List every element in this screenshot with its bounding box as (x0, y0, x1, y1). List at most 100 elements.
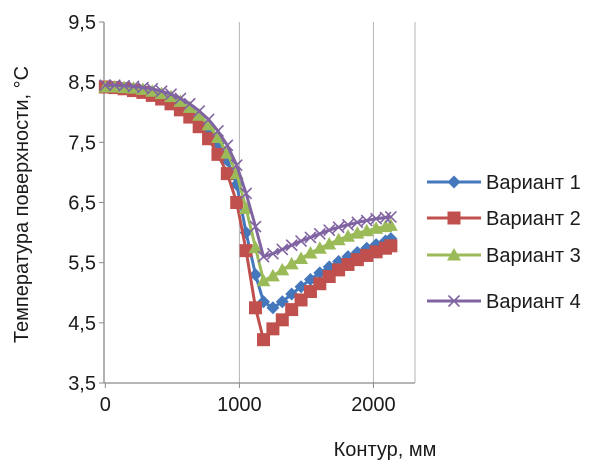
data-point (240, 187, 253, 200)
data-point (230, 196, 244, 209)
data-point (174, 92, 187, 105)
gridlines (238, 22, 416, 383)
data-point (256, 273, 271, 287)
data-point (248, 240, 263, 254)
data-point (379, 211, 392, 224)
x-marker-stroke (313, 227, 326, 240)
legend: Вариант 1 Вариант 2 Вариант 3 Вариант 4 (427, 172, 581, 313)
x-marker-stroke (285, 239, 298, 252)
x-marker-stroke (108, 79, 121, 92)
data-point (154, 86, 169, 100)
data-point (312, 241, 327, 254)
x-axis-title: Контур, мм (334, 439, 437, 461)
legend-item: Вариант 4 (427, 291, 581, 313)
x-marker-stroke (118, 79, 131, 92)
data-point (313, 227, 326, 240)
x-marker-stroke (164, 88, 178, 101)
data-point (294, 251, 309, 264)
x-marker-stroke (351, 216, 364, 229)
data-point (265, 268, 280, 282)
x-marker-stroke (174, 92, 187, 105)
data-point (384, 239, 398, 253)
data-point (322, 237, 337, 250)
legend-label: Вариант 1 (486, 172, 581, 194)
x-marker-stroke (276, 243, 289, 256)
series-group (98, 79, 398, 347)
data-point (182, 100, 197, 113)
x-tick-label: 2000 (351, 394, 396, 416)
y-tick-label: 8,5 (68, 72, 96, 94)
data-point (183, 97, 196, 110)
data-point (248, 268, 262, 282)
x-marker-stroke (266, 247, 279, 260)
x-marker-stroke (193, 104, 206, 118)
x-marker-stroke (341, 218, 355, 231)
data-point (331, 232, 346, 246)
data-point (384, 210, 397, 224)
x-marker-stroke (249, 220, 262, 233)
x-marker-stroke (202, 113, 215, 126)
data-point (275, 313, 289, 327)
x-marker-stroke (360, 214, 373, 227)
x-marker-stroke (323, 224, 336, 237)
axis-ticks: 0 1000 2000 3,5 4,5 5,5 6,5 7,5 8,5 9,5 (68, 12, 396, 416)
data-point (351, 216, 364, 229)
y-tick-label: 4,5 (68, 313, 96, 335)
legend-marker (447, 211, 461, 225)
data-point (303, 246, 318, 259)
data-point (285, 239, 298, 252)
data-point (145, 84, 160, 97)
x-tick-label: 0 (100, 394, 111, 416)
data-point (220, 167, 234, 181)
x-marker-stroke (221, 139, 234, 152)
data-point (108, 79, 121, 92)
data-point (164, 89, 179, 103)
x-marker-stroke (183, 97, 196, 110)
legend-label: Вариант 2 (486, 208, 581, 230)
data-point (202, 113, 215, 126)
y-tick-label: 5,5 (68, 253, 96, 275)
x-marker-stroke (370, 212, 383, 225)
x-marker-stroke (257, 250, 270, 263)
data-point (257, 250, 270, 263)
x-marker-stroke (332, 221, 345, 234)
x-marker-stroke (99, 79, 112, 92)
data-point (146, 82, 159, 95)
y-tick-label: 6,5 (68, 193, 96, 215)
legend-item: Вариант 2 (427, 208, 581, 230)
data-point (221, 139, 234, 152)
x-marker-stroke (230, 159, 243, 172)
legend-label: Вариант 4 (486, 291, 581, 313)
data-point (201, 117, 216, 131)
legend-marker (447, 248, 461, 261)
legend-item: Вариант 1 (427, 172, 581, 194)
x-marker-stroke (384, 210, 397, 224)
data-point (383, 218, 398, 231)
x-marker-stroke (155, 85, 168, 98)
data-point (257, 333, 271, 347)
data-point (192, 108, 207, 121)
x-marker-stroke (304, 231, 317, 244)
x-marker-stroke (146, 82, 159, 95)
data-point (360, 214, 373, 227)
legend-marker (447, 294, 461, 308)
data-point (332, 221, 345, 234)
data-point (248, 301, 262, 315)
x-marker-stroke (447, 294, 461, 308)
x-marker-stroke (379, 211, 392, 224)
x-marker-stroke (211, 124, 225, 137)
data-point (323, 224, 336, 237)
data-point (284, 256, 299, 270)
data-point (239, 244, 253, 258)
data-point (294, 234, 308, 248)
x-marker-stroke (240, 187, 253, 200)
data-point (266, 247, 279, 260)
data-point (173, 94, 188, 107)
x-tick-label: 1000 (217, 394, 262, 416)
x-marker-stroke (294, 234, 308, 248)
data-point (266, 301, 280, 315)
data-point (155, 85, 168, 98)
y-axis-title: Температура поверхности, °C (11, 66, 33, 343)
y-tick-label: 9,5 (68, 12, 96, 34)
